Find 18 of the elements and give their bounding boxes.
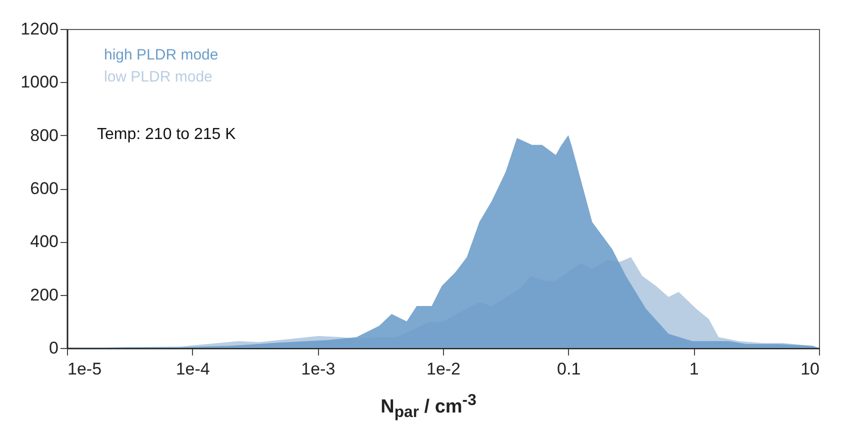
y-tick-label: 1000 — [20, 72, 58, 92]
y-tick-label: 800 — [30, 126, 58, 145]
y-tick-label: 1200 — [20, 20, 58, 38]
y-tick-label: 200 — [30, 285, 58, 304]
text: high PLDR mode — [104, 46, 218, 64]
text: low PLDR mode — [104, 68, 212, 86]
x-tick-label: 1e-2 — [426, 360, 461, 378]
x-tick-label: 10 — [800, 360, 820, 378]
x-tick-label: 1 — [689, 360, 699, 378]
x-tick-label: 0.1 — [557, 360, 581, 378]
y-tick-label: 400 — [30, 232, 58, 252]
y-tick-label: 0 — [49, 338, 58, 358]
x-tick-label: 1e-4 — [176, 360, 210, 378]
x-tick-label: 1e-5 — [68, 360, 102, 378]
annotation: Temp: 210 to 215 K — [97, 126, 236, 143]
x-axis-title: N$_{par}$ / cm$^{-3}$ — [380, 392, 478, 422]
x-tick-label: 1e-3 — [301, 360, 336, 378]
y-tick-label: 600 — [30, 179, 58, 198]
